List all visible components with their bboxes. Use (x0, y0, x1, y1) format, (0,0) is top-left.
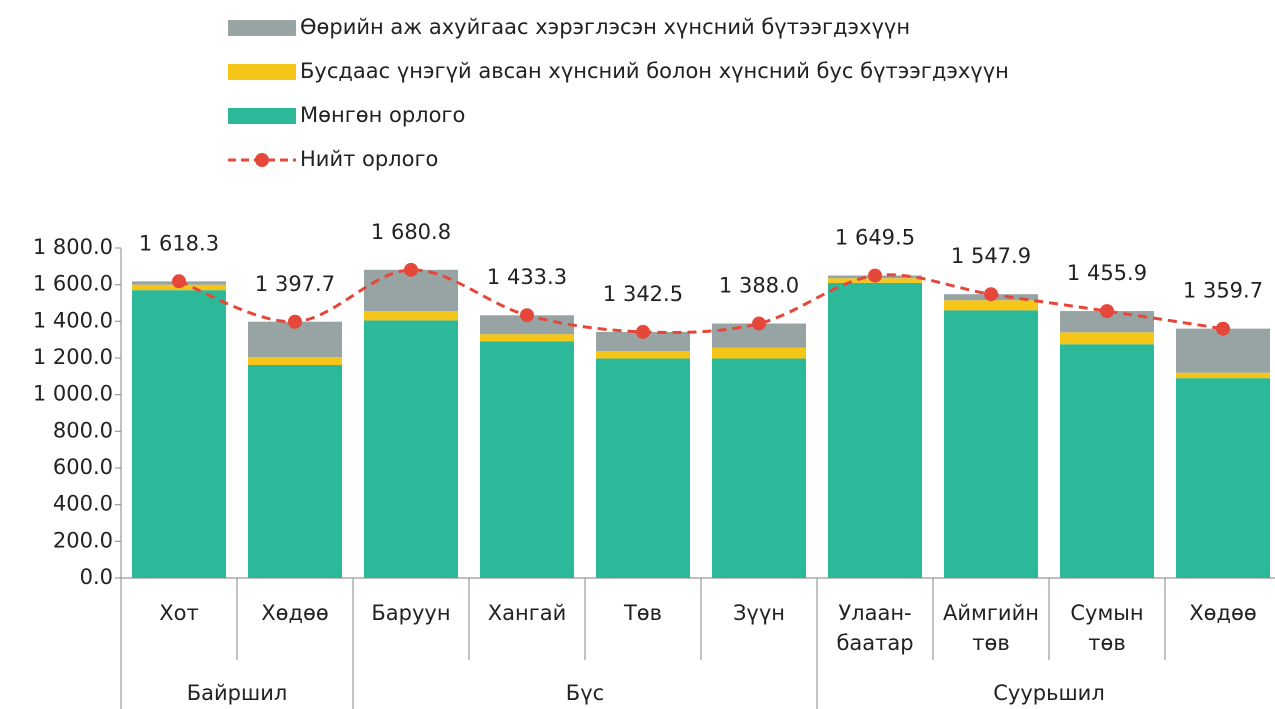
data-label: 1 547.9 (951, 244, 1031, 268)
legend-label: Мөнгөн орлого (300, 103, 465, 127)
bar-segment (480, 334, 574, 342)
data-label: 1 455.9 (1067, 261, 1147, 285)
data-label: 1 359.7 (1183, 279, 1263, 303)
y-tick-label: 200.0 (53, 528, 113, 552)
y-tick-label: 800.0 (53, 418, 113, 442)
bar-segment (712, 347, 806, 359)
line-marker (288, 314, 302, 329)
x-tick-label: Хөдөө (1189, 601, 1256, 625)
group-label: Суурьшил (993, 681, 1105, 705)
legend-swatch (228, 20, 296, 36)
line-marker (1100, 304, 1114, 319)
line-marker (520, 308, 534, 323)
bar-segment (364, 311, 458, 321)
line-marker (172, 274, 186, 289)
bar-segment (596, 358, 690, 578)
bar-segment (132, 290, 226, 578)
line-marker (752, 316, 766, 331)
line-marker (984, 287, 998, 302)
legend-swatch (228, 64, 296, 80)
bar-segment (1060, 344, 1154, 578)
x-tick-label: Хангай (488, 601, 567, 625)
x-tick-label: Улаан-баатар (836, 601, 913, 655)
x-tick-label: Сумын төв (1070, 601, 1143, 655)
x-tick-label: Аймгийн төв (943, 601, 1039, 655)
bar-segment (1176, 372, 1270, 379)
data-label: 1 433.3 (487, 265, 567, 289)
line-marker (636, 324, 650, 339)
legend-label: Бусдаас үнэгүй авсан хүнсний болон хүнсн… (300, 59, 1009, 83)
y-tick-label: 0.0 (80, 565, 113, 589)
y-tick-label: 1 200.0 (33, 345, 113, 369)
data-label: 1 649.5 (835, 226, 915, 250)
bar-segment (1060, 311, 1154, 333)
bar-segment (828, 282, 922, 578)
line-marker (1216, 321, 1230, 336)
bar-segment (248, 357, 342, 365)
bar-segment (944, 300, 1038, 311)
bar-segment (1176, 328, 1270, 373)
bar-segment (596, 351, 690, 359)
group-label: Бүс (566, 681, 604, 705)
legend-label: Нийт орлого (300, 147, 438, 171)
group-label: Байршил (187, 681, 288, 705)
data-label: 1 618.3 (139, 231, 219, 255)
bar-segment (1176, 378, 1270, 578)
total-line (178, 268, 1224, 334)
y-tick-label: 600.0 (53, 455, 113, 479)
x-tick-label: Хөдөө (261, 601, 328, 625)
x-tick-label: Хот (159, 601, 198, 625)
y-tick-label: 1 800.0 (33, 235, 113, 259)
legend-swatch (228, 108, 296, 124)
bar-segment (248, 364, 342, 578)
bar-segment (480, 315, 574, 335)
x-tick-label: Төв (623, 601, 662, 625)
line-marker (868, 268, 882, 283)
bar-segment (712, 358, 806, 578)
line-marker (404, 262, 418, 277)
bar-segment (944, 310, 1038, 578)
y-tick-label: 400.0 (53, 492, 113, 516)
bar-segment (364, 320, 458, 578)
data-label: 1 342.5 (603, 282, 683, 306)
data-label: 1 388.0 (719, 274, 799, 298)
legend-label: Өөрийн аж ахуйгаас хэрэглэсэн хүнсний бү… (300, 15, 910, 39)
legend-marker (255, 153, 269, 167)
bar-segment (480, 341, 574, 578)
x-tick-label: Баруун (371, 601, 450, 625)
y-tick-label: 1 600.0 (33, 272, 113, 296)
bar-segment (596, 331, 690, 352)
data-label: 1 397.7 (255, 272, 335, 296)
y-tick-label: 1 400.0 (33, 308, 113, 332)
data-label: 1 680.8 (371, 220, 451, 244)
x-tick-label: Зүүн (733, 601, 785, 625)
bar-segment (1060, 332, 1154, 345)
y-tick-label: 1 000.0 (33, 382, 113, 406)
